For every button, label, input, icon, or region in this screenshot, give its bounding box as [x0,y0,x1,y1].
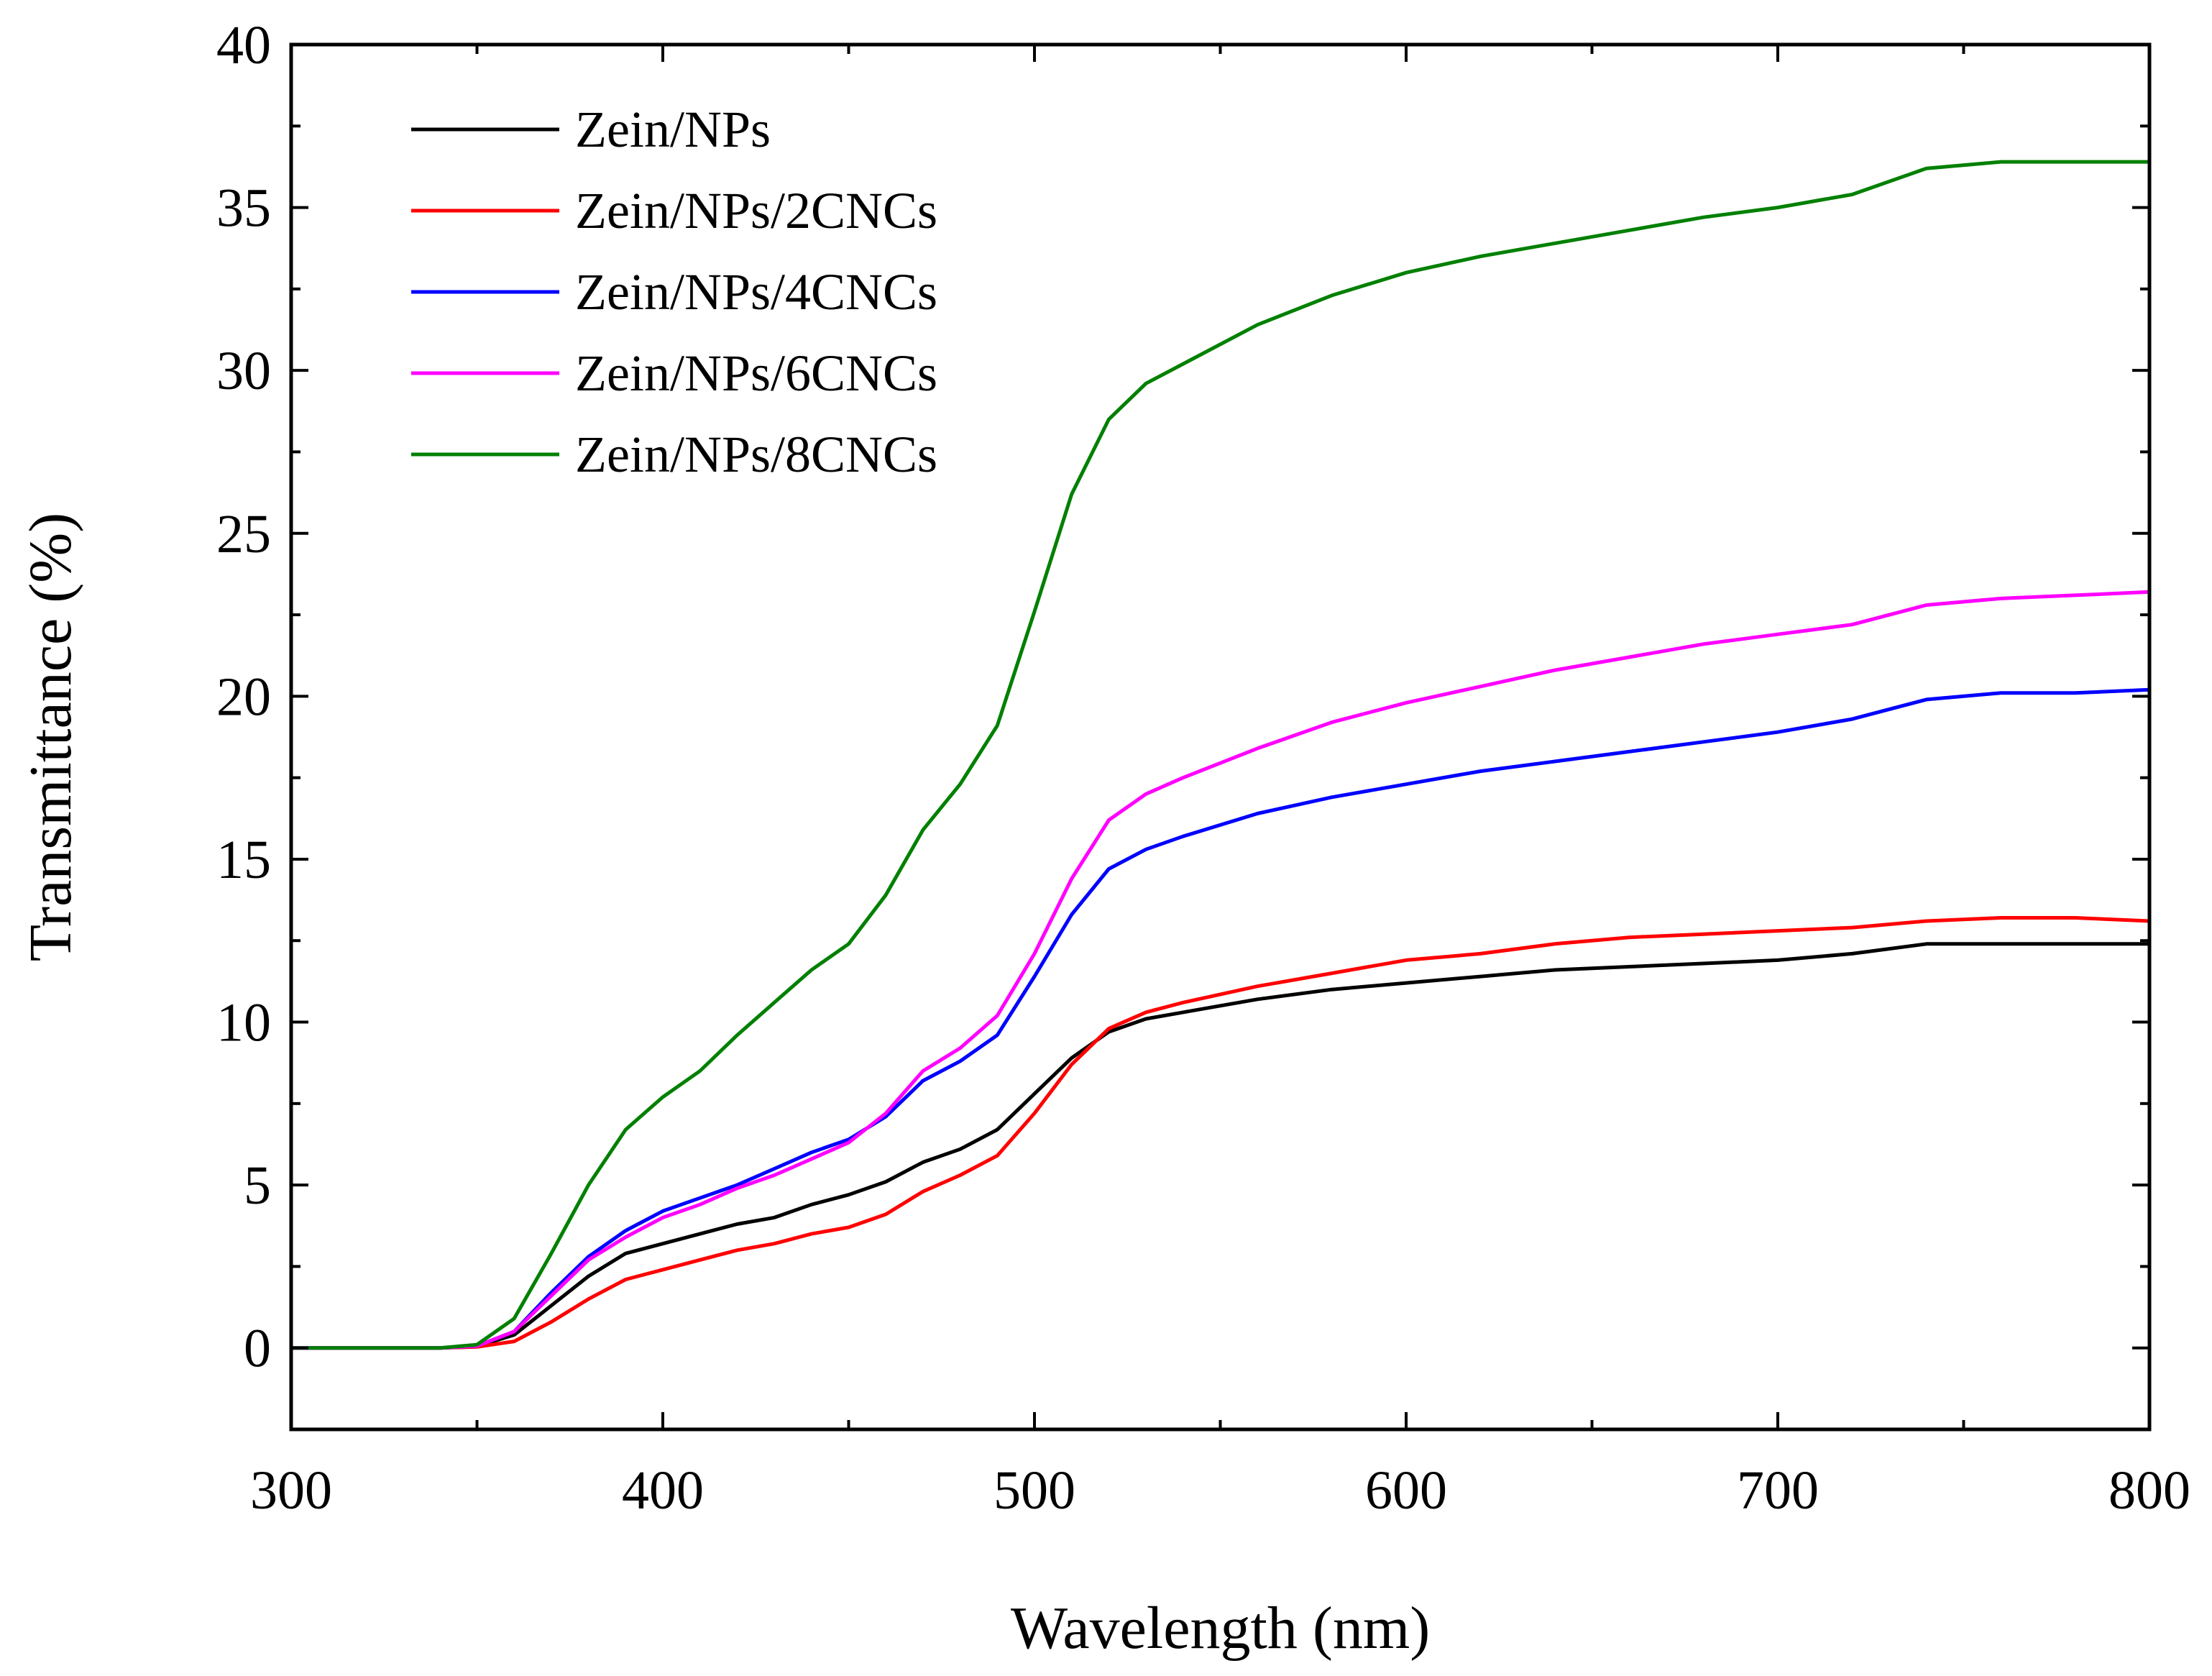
series-line-1 [291,942,2149,1350]
x-axis-title: Wavelength (nm) [1011,1595,1430,1662]
legend-label-5: Zein/NPs/8CNCs [575,426,937,483]
y-tick-label: 0 [244,1319,271,1379]
y-tick-label: 15 [216,830,271,890]
y-tick-label: 35 [216,178,271,239]
x-tick-label: 600 [1365,1460,1447,1521]
y-tick-label: 25 [216,504,271,564]
legend-label-2: Zein/NPs/2CNCs [575,182,937,239]
y-axis-title: Transmittance (%) [17,513,84,961]
series-layer [291,160,2150,1350]
plot-area: 300 400 500 600 700 800 0 5 10 15 20 25 30 35 40 [216,15,2190,1521]
x-tick-label: 400 [622,1460,704,1521]
y-tick-label: 10 [216,993,271,1053]
series-line-5 [291,160,2149,1350]
legend-label-4: Zein/NPs/6CNCs [575,344,937,402]
series-line-4 [291,590,2150,1350]
y-tick-label: 5 [244,1155,271,1216]
legend-label-1: Zein/NPs [575,101,771,158]
x-tick-label: 800 [2108,1460,2190,1521]
x-tick-label: 300 [250,1460,332,1521]
series-line-3 [291,687,2150,1350]
y-tick-label: 20 [216,667,271,727]
series-line-2 [291,916,2150,1350]
legend: Zein/NPs Zein/NPs/2CNCs Zein/NPs/4CNCs Zein… [411,101,937,483]
x-tick-label: 700 [1737,1460,1819,1521]
y-tick-label: 40 [216,15,271,75]
tick-layer: 300 400 500 600 700 800 0 5 10 15 20 25 30 35 40 [216,15,2190,1521]
y-tick-label: 30 [216,341,271,401]
legend-label-3: Zein/NPs/4CNCs [575,263,937,321]
x-tick-label: 500 [993,1460,1075,1521]
